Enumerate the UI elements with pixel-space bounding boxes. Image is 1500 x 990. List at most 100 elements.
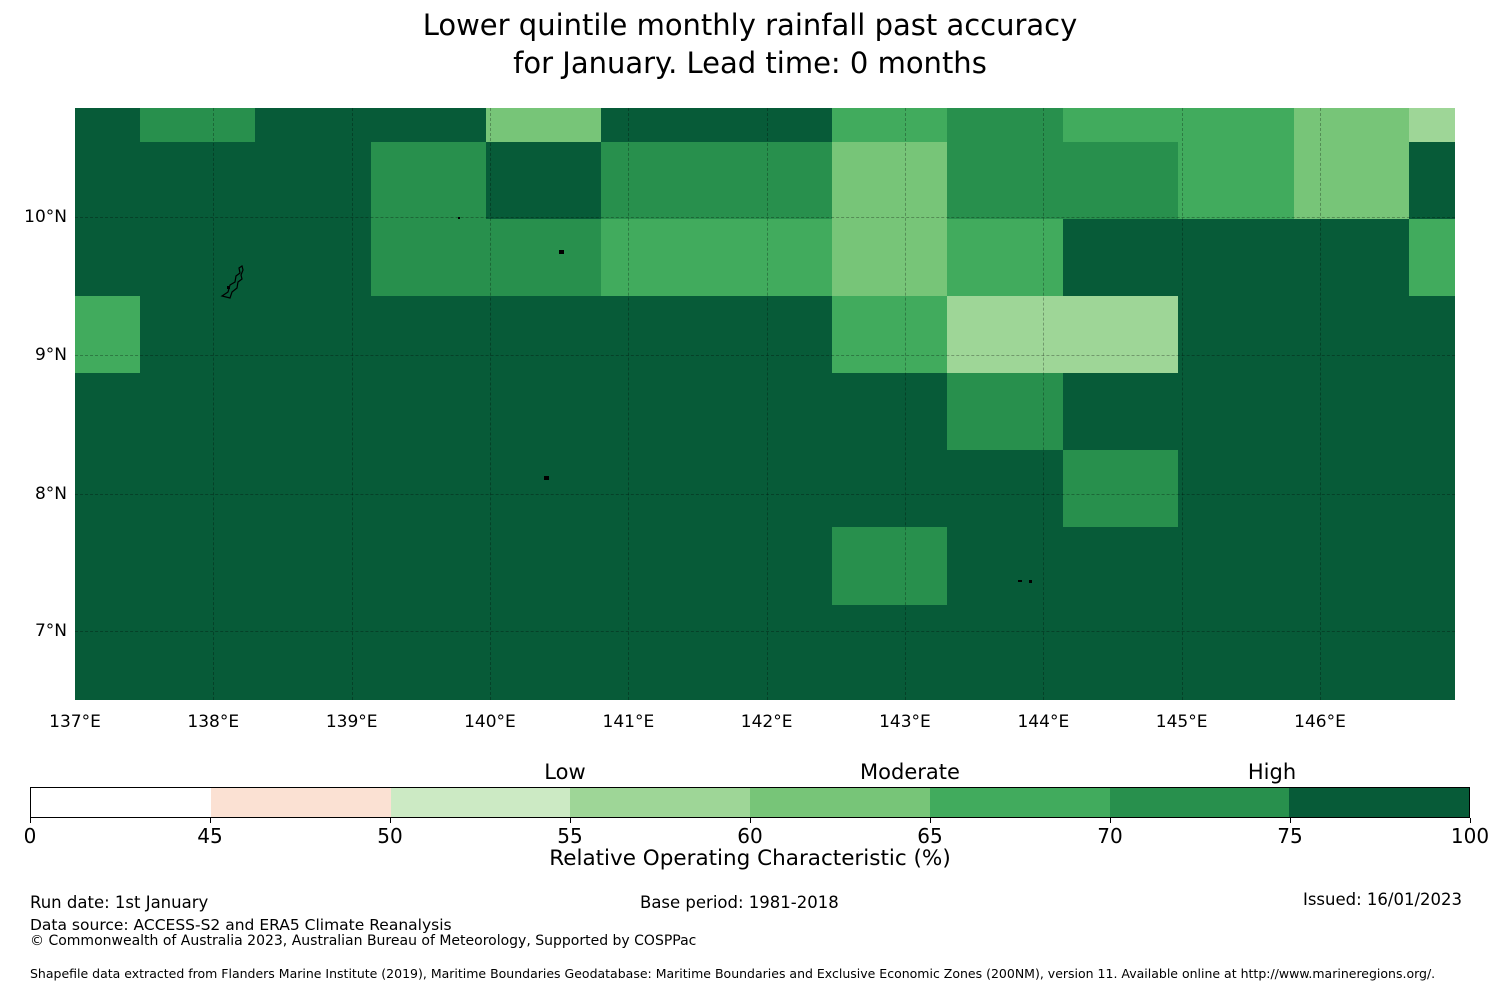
meridian-gridline xyxy=(1181,108,1183,700)
heatmap-cell xyxy=(1293,681,1409,700)
heatmap-cell xyxy=(486,450,602,528)
heatmap-cell xyxy=(1293,604,1409,682)
meridian-gridline xyxy=(904,108,906,700)
heatmap-cell xyxy=(601,604,717,682)
colorbar-tick-label: 0 xyxy=(23,824,37,848)
colorbar xyxy=(30,787,1470,818)
parallel-gridline xyxy=(75,216,1455,218)
heatmap-cell xyxy=(486,681,602,700)
meridian-gridline xyxy=(766,108,768,700)
heatmap-cell xyxy=(832,219,948,297)
heatmap-cell xyxy=(1293,108,1409,142)
heatmap-cell xyxy=(75,219,140,297)
colorbar-tick-label: 60 xyxy=(737,824,763,848)
heatmap-cell xyxy=(947,450,1063,528)
heatmap-cell xyxy=(947,108,1063,142)
heatmap-cell xyxy=(1062,604,1179,682)
heatmap-cell xyxy=(716,141,833,220)
heatmap-cell xyxy=(486,108,602,142)
heatmap-cell xyxy=(255,219,371,297)
parallel-gridline xyxy=(75,493,1455,495)
colorbar-tick xyxy=(390,818,391,823)
parallel-gridline xyxy=(75,630,1455,632)
colorbar-tick-label: 70 xyxy=(1097,824,1123,848)
colorbar-tick xyxy=(210,818,211,823)
heatmap-cell xyxy=(1178,296,1294,374)
copyright-text: © Commonwealth of Australia 2023, Austra… xyxy=(30,933,697,949)
y-tick-label: 8°N xyxy=(34,483,67,504)
heatmap-cell xyxy=(486,141,602,220)
x-tick-label: 140°E xyxy=(464,712,516,732)
heatmap-cell xyxy=(601,450,717,528)
x-tick-label: 144°E xyxy=(1017,712,1070,732)
y-tick-label: 9°N xyxy=(34,344,67,365)
heatmap-cell xyxy=(139,219,256,297)
heatmap-cell xyxy=(1062,527,1179,605)
colorbar-tick-label: 50 xyxy=(377,824,403,848)
heatmap-cell xyxy=(601,108,717,142)
heatmap-cell xyxy=(255,108,371,142)
heatmap-cell xyxy=(1293,296,1409,374)
colorbar-tick xyxy=(1470,818,1471,823)
x-tick-label: 142°E xyxy=(740,712,793,732)
colorbar-segment xyxy=(210,788,391,817)
heatmap-cell xyxy=(832,681,948,700)
heatmap-cell xyxy=(716,296,833,374)
heatmap-cell xyxy=(1178,373,1294,451)
meridian-gridline xyxy=(351,108,353,700)
heatmap-cell xyxy=(1293,527,1409,605)
heatmap-cell xyxy=(486,219,602,297)
heatmap-cell xyxy=(75,681,140,700)
heatmap-cell xyxy=(1062,141,1179,220)
heatmap-cell xyxy=(716,219,833,297)
heatmap-cell xyxy=(1408,681,1455,700)
island-mark xyxy=(220,265,244,299)
heatmap-cell xyxy=(947,681,1063,700)
heatmap-cell xyxy=(1178,527,1294,605)
x-tick-label: 145°E xyxy=(1155,712,1208,732)
heatmap-cell xyxy=(947,527,1063,605)
heatmap-cell xyxy=(716,108,833,142)
heatmap-cell xyxy=(255,373,371,451)
heatmap-cell xyxy=(716,681,833,700)
heatmap-cell xyxy=(601,373,717,451)
heatmap-cell xyxy=(75,527,140,605)
heatmap-cell xyxy=(255,141,371,220)
colorbar-category-label: Moderate xyxy=(860,760,960,784)
heatmap-cell xyxy=(75,296,140,374)
heatmap-cell xyxy=(139,108,256,142)
colorbar-tick xyxy=(30,818,31,823)
colorbar-tick-label: 45 xyxy=(197,824,223,848)
heatmap-cell xyxy=(832,604,948,682)
heatmap-cell xyxy=(1408,450,1455,528)
island-mark xyxy=(458,217,460,219)
colorbar-segment xyxy=(1289,788,1469,817)
heatmap-cell xyxy=(75,604,140,682)
colorbar-tick xyxy=(1110,818,1111,823)
y-tick-label: 10°N xyxy=(24,206,67,227)
heatmap-cell xyxy=(1062,450,1179,528)
heatmap-cell xyxy=(947,296,1063,374)
x-tick-label: 138°E xyxy=(187,712,240,732)
heatmap-cell xyxy=(139,141,256,220)
heatmap-cell xyxy=(1178,219,1294,297)
heatmap-cell xyxy=(601,527,717,605)
heatmap-cell xyxy=(1408,108,1455,142)
heatmap-map: 10°N 9°N 8°N 7°N 137°E 138°E 139°E 140°E 141°E 1… xyxy=(24,108,1455,732)
x-tick-label: 143°E xyxy=(879,712,931,732)
heatmap-cell xyxy=(1293,450,1409,528)
chart-title-line2: for January. Lead time: 0 months xyxy=(513,46,987,80)
heatmap-cell xyxy=(370,141,487,220)
heatmap-cell xyxy=(370,219,487,297)
heatmap-cell xyxy=(139,373,256,451)
colorbar-category-label: High xyxy=(1247,760,1297,784)
colorbar-tick-label: 100 xyxy=(1450,824,1490,848)
colorbar-tick xyxy=(930,818,931,823)
x-tick-label: 137°E xyxy=(49,712,101,732)
heatmap-cell xyxy=(1062,296,1179,374)
colorbar-tick-label: 75 xyxy=(1277,824,1303,848)
heatmap-cell xyxy=(370,373,487,451)
heatmap-cell xyxy=(370,604,487,682)
x-tick-label: 139°E xyxy=(325,712,378,732)
